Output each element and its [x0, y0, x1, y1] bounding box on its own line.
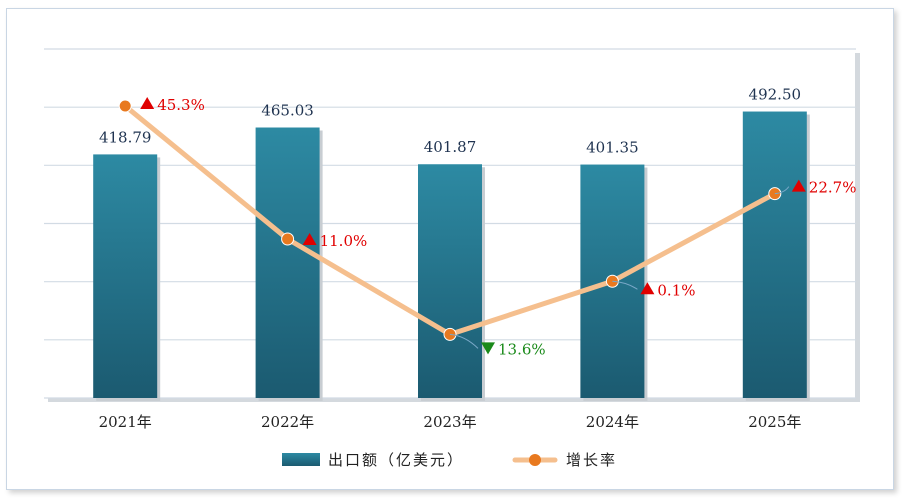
rate-value-label: 0.1% — [657, 281, 695, 299]
rate-value-label: 13.6% — [498, 340, 546, 358]
rate-marker — [281, 232, 295, 246]
rate-leader-line — [774, 186, 790, 195]
rate-value-label: 45.3% — [157, 96, 205, 114]
plot-shadow-right — [855, 53, 860, 402]
x-tick-label: 2023年 — [423, 413, 476, 431]
up-arrow-icon — [302, 233, 317, 246]
bar-value-labels: 418.79 465.03 401.87 401.35 492.50 — [99, 86, 801, 157]
up-arrow-icon — [640, 282, 655, 295]
up-arrow-icon — [140, 97, 155, 110]
down-arrow-icon — [481, 342, 495, 355]
x-tick-label: 2024年 — [586, 413, 639, 431]
x-tick-label: 2025年 — [748, 413, 801, 431]
legend: 出口额（亿美元） 增长率 — [282, 451, 617, 469]
bar-series — [93, 111, 810, 401]
bar — [742, 111, 807, 398]
legend-line-marker — [529, 454, 541, 466]
up-arrow-icon — [791, 179, 806, 192]
rate-value-label: 11.0% — [320, 232, 368, 250]
rate-value-labels: 45.3% 11.0% 13.6% 0.1% 22.7% — [140, 96, 856, 358]
x-tick-label: 2021年 — [99, 413, 152, 431]
bar — [418, 164, 482, 398]
rate-marker — [118, 99, 132, 113]
bar-value-label: 492.50 — [749, 86, 802, 104]
legend-bar-label: 出口额（亿美元） — [328, 451, 464, 469]
bar — [93, 154, 158, 398]
x-axis-ticks: 2021年 2022年 2023年 2024年 2025年 — [99, 413, 802, 431]
bar-value-label: 401.35 — [586, 139, 639, 157]
x-tick-label: 2022年 — [261, 413, 314, 431]
rate-leader-line — [449, 333, 479, 349]
bar — [255, 127, 320, 398]
legend-line-label: 增长率 — [566, 451, 617, 469]
bar-value-label: 465.03 — [261, 102, 314, 120]
rate-leader-line — [612, 280, 638, 290]
bar-value-label: 418.79 — [99, 128, 152, 146]
legend-bar-swatch — [282, 453, 320, 466]
rate-value-label: 22.7% — [809, 179, 857, 197]
bar-value-label: 401.87 — [424, 138, 477, 156]
